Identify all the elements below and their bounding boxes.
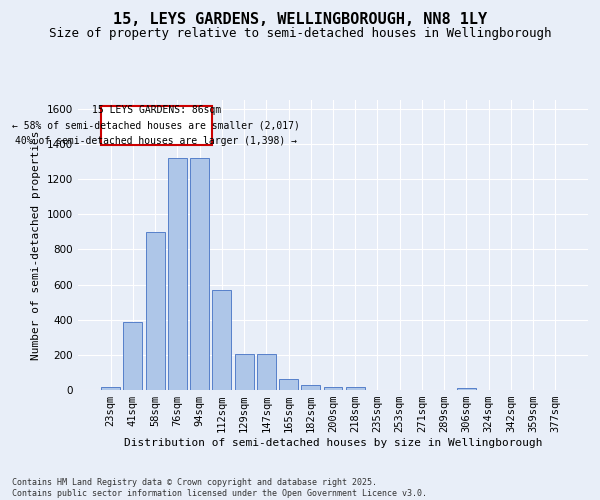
- Text: 15 LEYS GARDENS: 86sqm
← 58% of semi-detached houses are smaller (2,017)
40% of : 15 LEYS GARDENS: 86sqm ← 58% of semi-det…: [12, 105, 300, 146]
- Bar: [279, 380, 298, 390]
- Y-axis label: Number of semi-detached properties: Number of semi-detached properties: [31, 130, 41, 360]
- Bar: [257, 354, 276, 390]
- Bar: [323, 387, 343, 390]
- Bar: [124, 322, 142, 390]
- Bar: [190, 158, 209, 390]
- Bar: [101, 387, 120, 390]
- Text: 15, LEYS GARDENS, WELLINGBOROUGH, NN8 1LY: 15, LEYS GARDENS, WELLINGBOROUGH, NN8 1L…: [113, 12, 487, 28]
- Bar: [346, 388, 365, 390]
- Bar: [457, 388, 476, 390]
- Bar: [301, 385, 320, 390]
- Text: Contains HM Land Registry data © Crown copyright and database right 2025.
Contai: Contains HM Land Registry data © Crown c…: [12, 478, 427, 498]
- Bar: [235, 354, 254, 390]
- Bar: [168, 158, 187, 390]
- FancyBboxPatch shape: [101, 106, 212, 145]
- Bar: [212, 290, 231, 390]
- Text: Size of property relative to semi-detached houses in Wellingborough: Size of property relative to semi-detach…: [49, 28, 551, 40]
- Bar: [146, 232, 164, 390]
- X-axis label: Distribution of semi-detached houses by size in Wellingborough: Distribution of semi-detached houses by …: [124, 438, 542, 448]
